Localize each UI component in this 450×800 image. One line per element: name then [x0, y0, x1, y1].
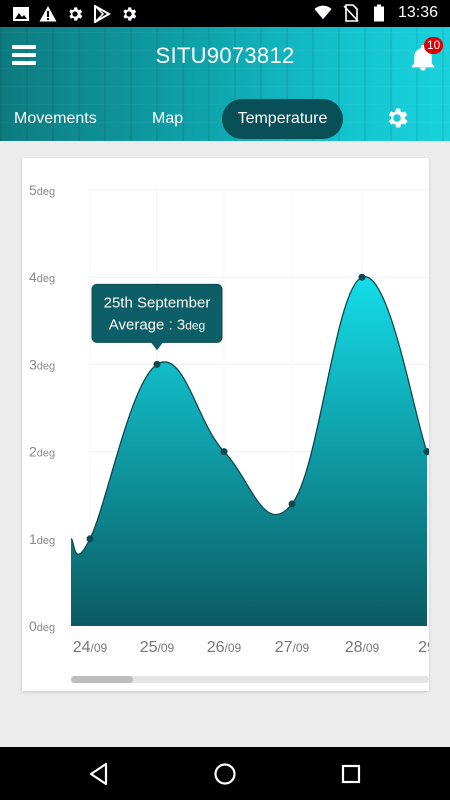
chart-scrollbar[interactable]	[71, 676, 429, 683]
data-point[interactable]	[220, 448, 228, 456]
status-bar-notifications	[12, 5, 138, 23]
gear-icon	[388, 108, 408, 128]
tab-bar: Movements Map Temperature	[0, 97, 450, 141]
home-icon[interactable]	[212, 761, 238, 787]
notifications-button[interactable]: 10	[408, 37, 444, 73]
page-title: SITU9073812	[155, 43, 295, 68]
x-tick-label: 29	[418, 639, 429, 656]
data-point[interactable]	[358, 273, 366, 281]
temperature-line	[70, 276, 428, 555]
settings-button[interactable]	[384, 105, 410, 131]
data-point[interactable]	[86, 535, 94, 543]
back-icon[interactable]	[86, 761, 112, 787]
no-sim-icon	[343, 4, 359, 22]
menu-button[interactable]	[12, 45, 38, 67]
temperature-chart-card: 0deg 1deg 2deg 3deg 4deg 5deg 24/09 25/09 26/09 2…	[22, 158, 429, 691]
tooltip-title: 25th September	[104, 294, 211, 311]
status-bar: 13:36	[0, 0, 450, 27]
y-tick-label: 2deg	[29, 444, 55, 460]
x-tick-label: 24/09	[73, 639, 108, 656]
battery-icon	[373, 4, 384, 22]
x-tick-label: 28/09	[345, 639, 380, 656]
tab-temperature[interactable]: Temperature	[222, 99, 343, 139]
navigation-bar	[0, 747, 450, 800]
data-point[interactable]	[153, 360, 161, 368]
chart-scrollbar-thumb[interactable]	[71, 676, 133, 683]
x-tick-label: 26/09	[207, 639, 242, 656]
chart-tooltip: 25th September Average : 3deg	[91, 283, 223, 351]
tab-movements[interactable]: Movements	[14, 110, 97, 127]
y-tick-label: 0deg	[29, 618, 55, 634]
alert-icon	[39, 6, 57, 22]
tooltip-value: Average : 3deg	[109, 316, 205, 333]
hamburger-icon	[12, 45, 36, 49]
tab-map[interactable]: Map	[152, 110, 184, 127]
y-tick-label: 5deg	[29, 182, 55, 198]
data-point[interactable]	[288, 500, 296, 508]
x-tick-label: 25/09	[140, 639, 175, 656]
wifi-icon	[314, 5, 332, 20]
y-tick-label: 4deg	[29, 269, 55, 285]
data-point[interactable]	[423, 448, 430, 456]
x-tick-label: 27/09	[275, 639, 310, 656]
image-icon	[13, 7, 29, 21]
app-header: SITU9073812 10 Movements Map Temperature	[0, 27, 450, 141]
temperature-chart[interactable]: 0deg 1deg 2deg 3deg 4deg 5deg 24/09 25/09 26/09 2…	[22, 158, 429, 691]
y-tick-label: 3deg	[29, 356, 55, 372]
notification-badge: 10	[424, 37, 444, 54]
recents-icon[interactable]	[338, 761, 364, 787]
status-bar-system: 13:36	[314, 4, 438, 22]
gear-icon	[69, 7, 83, 21]
status-time: 13:36	[397, 4, 438, 21]
y-tick-label: 1deg	[29, 531, 55, 547]
gear-icon	[123, 7, 137, 21]
play-store-icon	[94, 5, 111, 23]
